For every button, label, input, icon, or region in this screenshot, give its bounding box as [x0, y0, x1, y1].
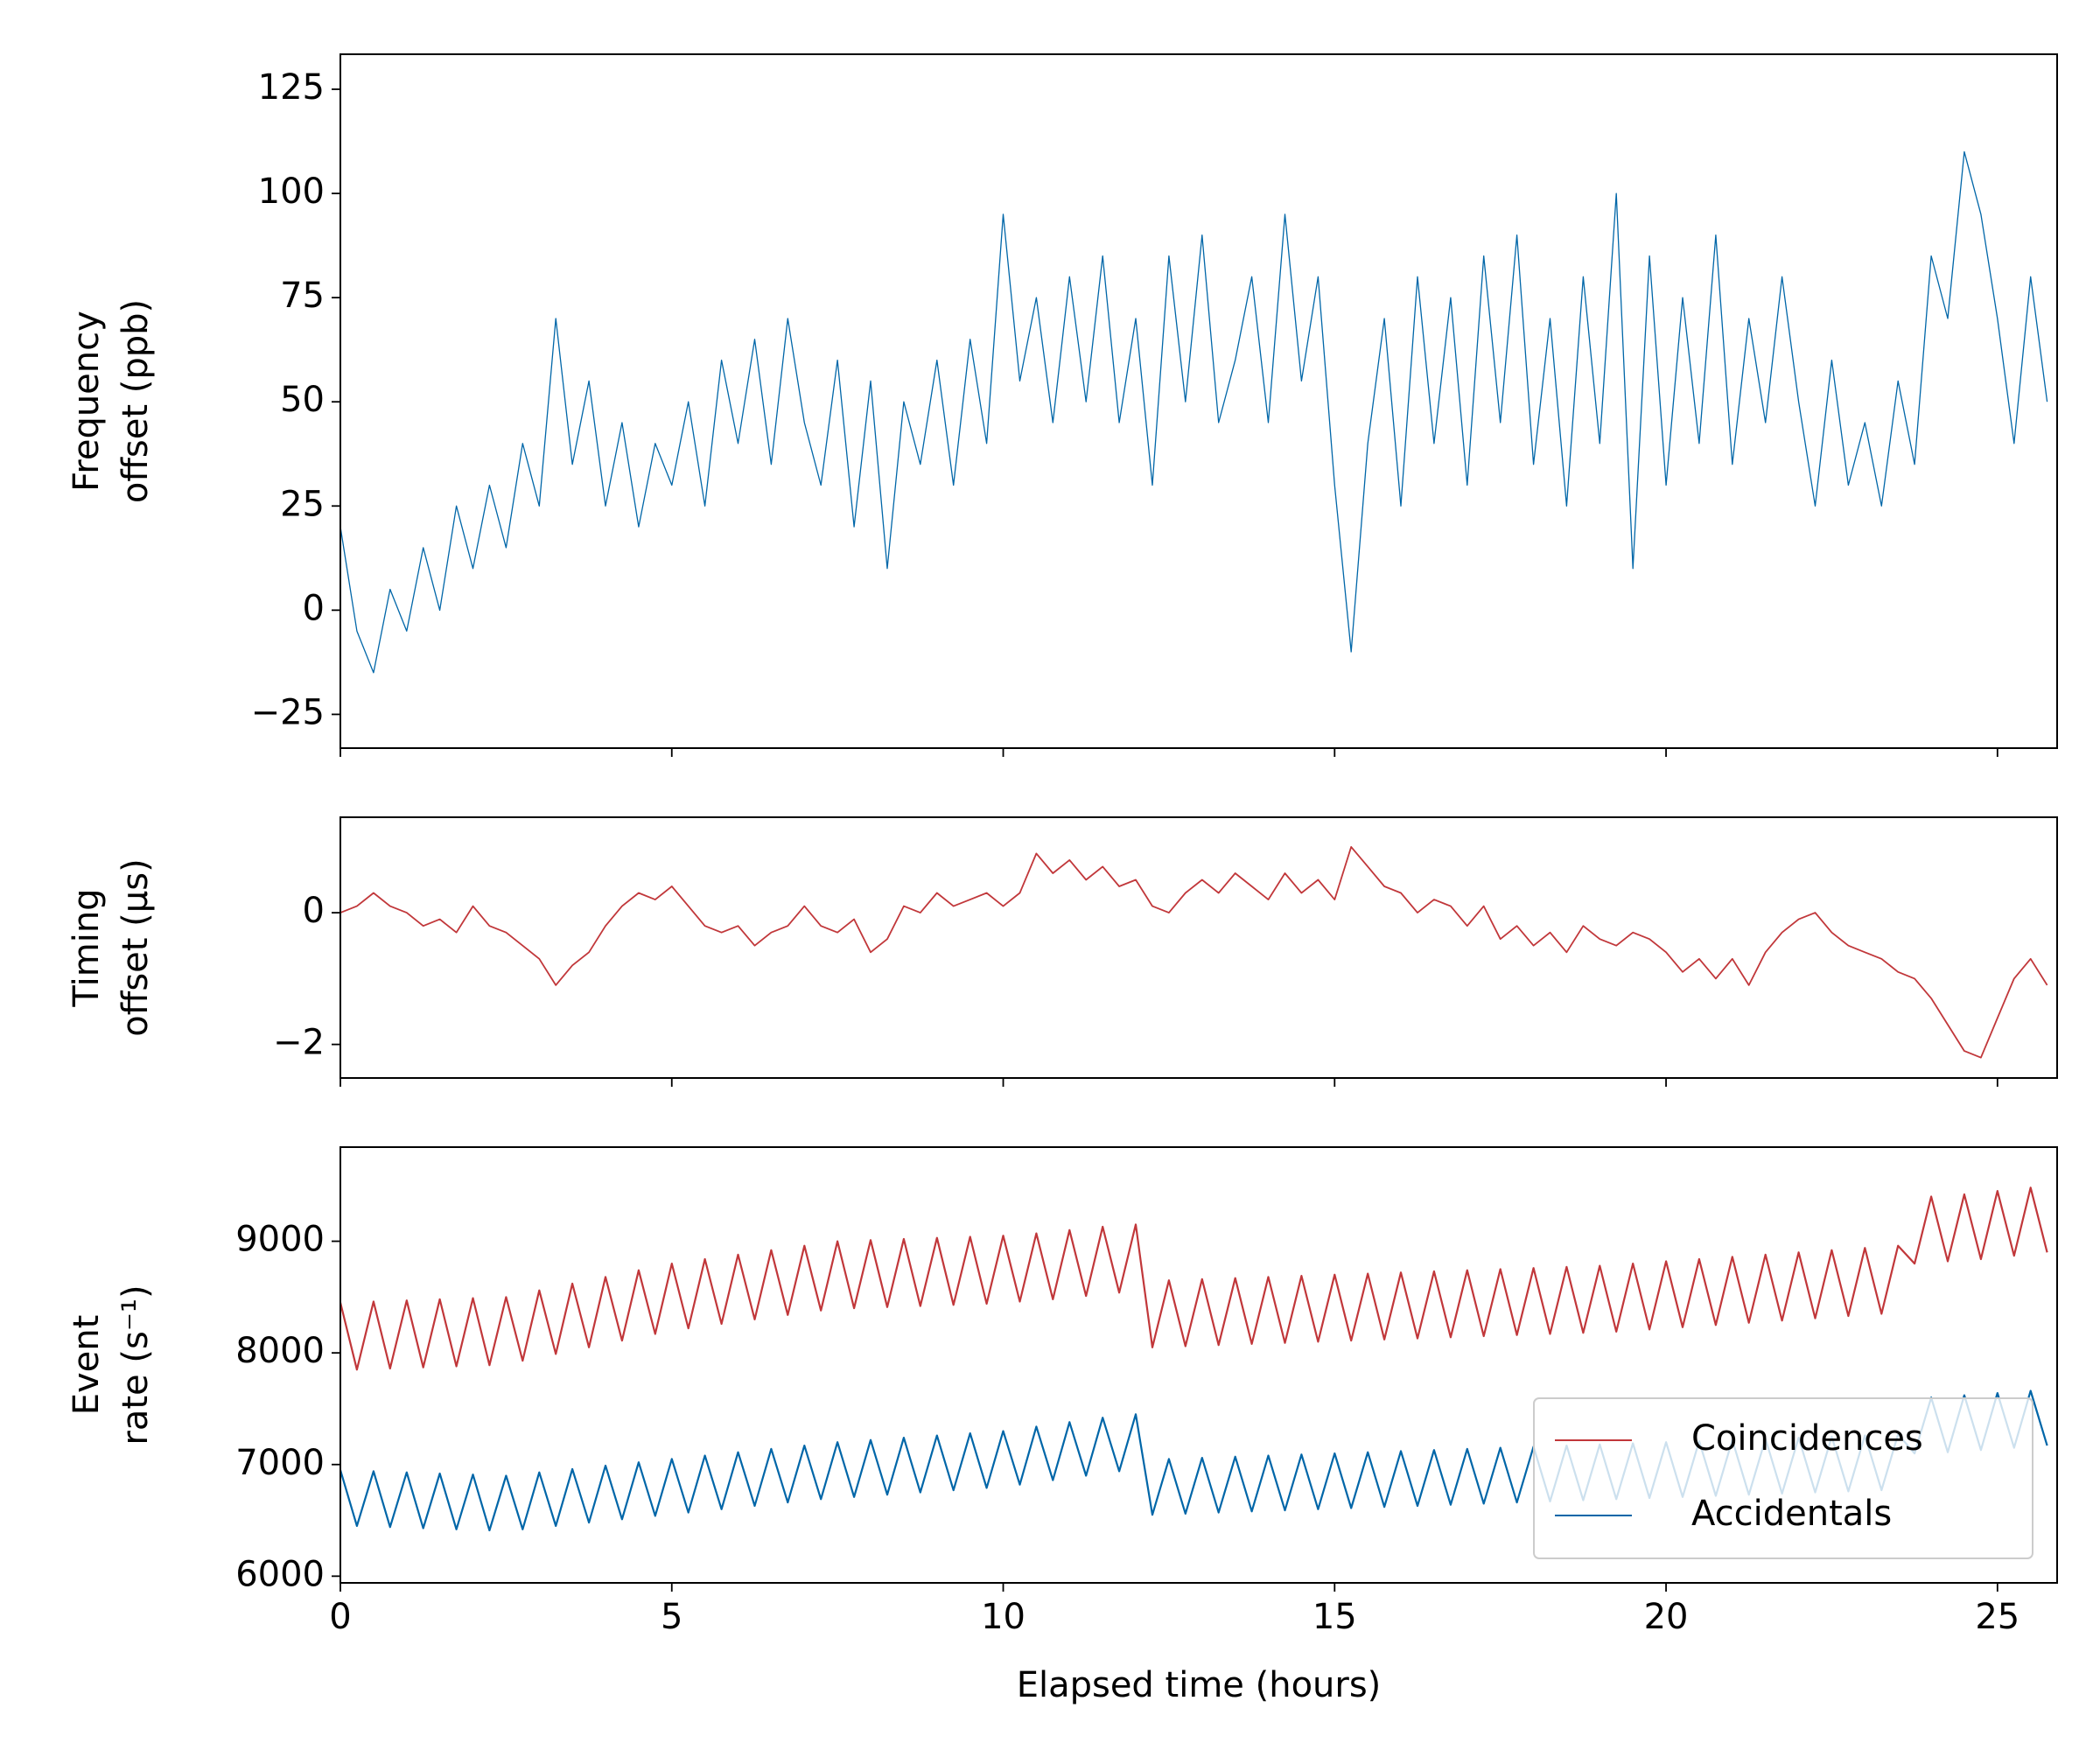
y-axis-label: Frequency: [66, 311, 107, 492]
y-tick-label: 125: [258, 67, 325, 108]
y-axis-label: rate (s⁻¹): [116, 1284, 156, 1445]
x-tick-label: 20: [1644, 1597, 1689, 1637]
y-axis-label: offset (μs): [116, 858, 156, 1036]
y-axis-label: Timing: [66, 888, 107, 1007]
axes-frame: [340, 53, 2058, 749]
y-tick-label: 25: [280, 484, 325, 524]
legend-label: Accidentals: [1691, 1494, 1892, 1534]
y-tick-label: 8000: [235, 1331, 325, 1371]
y-tick-label: 75: [280, 276, 325, 316]
y-tick-label: 0: [303, 588, 325, 628]
y-tick-label: −25: [251, 692, 325, 732]
data-line: [340, 150, 2048, 674]
y-tick-label: 50: [280, 380, 325, 420]
y-tick-label: 7000: [235, 1443, 325, 1483]
legend: Coincidences Accidentals: [1533, 1397, 2034, 1559]
legend-label: Coincidences: [1691, 1418, 1923, 1459]
axes-frame: [340, 1146, 2058, 1584]
data-line: [340, 1186, 2048, 1371]
y-tick-label: 9000: [235, 1220, 325, 1260]
y-tick-label: 6000: [235, 1554, 325, 1594]
x-tick-label: 5: [661, 1597, 682, 1637]
y-tick-label: 100: [258, 172, 325, 212]
x-tick-label: 10: [981, 1597, 1026, 1637]
y-axis-label: Event: [66, 1315, 107, 1416]
data-line: [340, 846, 2048, 1059]
axes-frame: [340, 816, 2058, 1079]
x-tick-label: 15: [1312, 1597, 1357, 1637]
x-tick-label: 25: [1975, 1597, 2020, 1637]
y-axis-label: offset (ppb): [116, 299, 156, 503]
legend-box: [1533, 1397, 2034, 1559]
y-tick-label: −2: [273, 1023, 325, 1063]
x-tick-label: 0: [329, 1597, 351, 1637]
y-tick-label: 0: [303, 891, 325, 931]
x-axis-label: Elapsed time (hours): [1017, 1665, 1382, 1705]
